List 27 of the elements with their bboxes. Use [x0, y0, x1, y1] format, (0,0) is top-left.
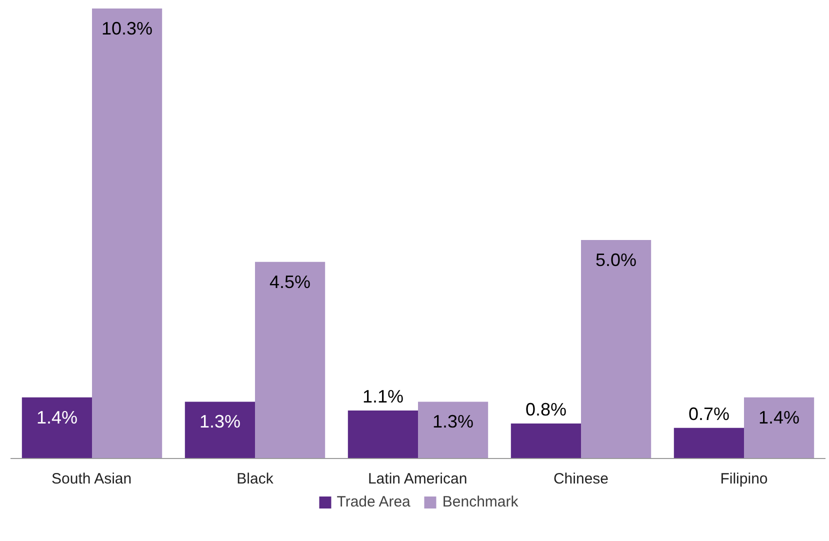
bar	[418, 402, 488, 458]
data-label: 1.3%	[432, 412, 474, 432]
legend-label: Trade Area	[336, 494, 410, 510]
x-tick-label: Chinese	[553, 470, 609, 488]
data-label: 10.3%	[102, 18, 153, 38]
legend-label: Benchmark	[442, 494, 518, 510]
data-label: 4.5%	[270, 272, 311, 292]
data-label: 1.3%	[199, 412, 240, 432]
data-label: 1.4%	[758, 407, 800, 428]
bar	[184, 402, 255, 458]
data-label: 0.7%	[688, 404, 730, 424]
bar	[744, 397, 814, 458]
bar	[674, 428, 744, 458]
bar	[22, 397, 92, 458]
x-tick-label: South Asian	[52, 470, 132, 488]
data-label: 5.0%	[596, 250, 637, 270]
x-tick-label: Filipino	[720, 470, 768, 488]
data-label: 1.1%	[362, 386, 404, 406]
x-tick-label: Black	[236, 470, 274, 488]
bar	[92, 8, 162, 458]
bar	[510, 424, 581, 458]
x-tick-label: Latin American	[368, 470, 468, 488]
bar	[581, 240, 652, 458]
data-label: 1.4%	[36, 407, 78, 428]
data-label: 0.8%	[525, 400, 566, 420]
bar	[348, 410, 418, 458]
bar	[255, 262, 326, 458]
